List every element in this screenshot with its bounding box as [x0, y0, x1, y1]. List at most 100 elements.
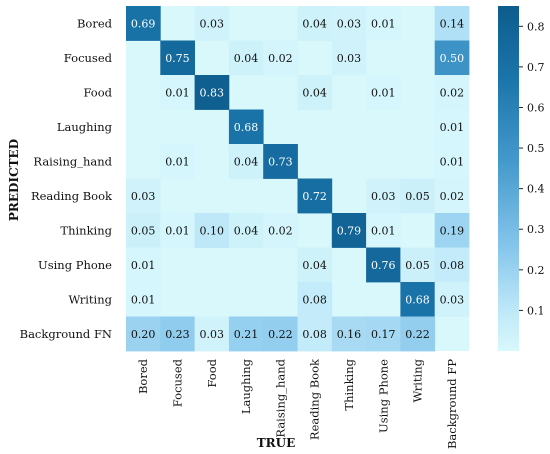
- heatmap-cell-labels: 0.69 0.03 0.04 0.03 0.01 0.14 0.75 0.04 0.02 0.03…: [131, 17, 464, 341]
- heatmap-cell: [331, 316, 367, 352]
- heatmap-cell: [434, 282, 470, 317]
- colorbar-tick-label: 0.7: [527, 61, 545, 74]
- heatmap-cell: [194, 75, 230, 110]
- cell-value-label: 0.04: [302, 259, 327, 272]
- heatmap-cell: [228, 40, 264, 76]
- heatmap-cell: [263, 316, 298, 352]
- cell-value-label: 0.02: [440, 86, 465, 99]
- colorbar-tick-label: 0.4: [527, 183, 545, 196]
- cell-value-label: 0.01: [371, 86, 396, 99]
- y-tick-label: Bored: [77, 16, 113, 30]
- heatmap-cell: [263, 40, 298, 76]
- colorbar-gradient: [498, 6, 519, 351]
- heatmap-cell: [126, 6, 161, 41]
- cell-value-label: 0.75: [165, 52, 190, 65]
- heatmap-cell: [126, 316, 161, 352]
- cell-value-label: 0.73: [268, 155, 293, 168]
- x-tick-label: Reading Book: [308, 358, 322, 440]
- cell-value-label: 0.16: [337, 328, 362, 341]
- heatmap-cell: [263, 213, 298, 248]
- cell-value-label: 0.14: [440, 17, 465, 30]
- cell-value-label: 0.04: [234, 52, 259, 65]
- cell-value-label: 0.68: [234, 121, 259, 134]
- x-tick-label: Food: [205, 358, 219, 387]
- heatmap-cell: [297, 178, 333, 214]
- heatmap-cell: [331, 213, 367, 248]
- cell-value-label: 0.83: [200, 86, 225, 99]
- colorbar: 0.1 0.2 0.3 0.4 0.5 0.6 0.7 0.8: [498, 6, 545, 351]
- heatmap-cell: [297, 75, 333, 110]
- heatmap-cell: [228, 109, 264, 145]
- cell-value-label: 0.04: [302, 86, 327, 99]
- heatmap-cell: [434, 40, 470, 76]
- heatmap-cell: [126, 282, 161, 317]
- cell-value-label: 0.02: [268, 52, 293, 65]
- cell-value-label: 0.01: [440, 155, 465, 168]
- cell-value-label: 0.05: [405, 190, 430, 203]
- colorbar-tick-label: 0.1: [527, 304, 545, 317]
- y-tick-label: Thinking: [60, 223, 112, 237]
- x-tick-label: Writing: [411, 358, 425, 402]
- heatmap-cell: [366, 178, 401, 214]
- x-tick-label: Bored: [136, 358, 150, 394]
- cell-value-label: 0.22: [268, 328, 293, 341]
- heatmap-cell: [366, 6, 401, 41]
- colorbar-tick-label: 0.8: [527, 20, 545, 33]
- cell-value-label: 0.76: [371, 259, 396, 272]
- cell-value-label: 0.04: [234, 224, 259, 237]
- heatmap-cell: [434, 144, 470, 179]
- colorbar-tick-label: 0.5: [527, 142, 545, 155]
- cell-value-label: 0.08: [440, 259, 465, 272]
- heatmap-cell: [126, 178, 161, 214]
- heatmap-cell: [126, 247, 161, 283]
- heatmap-cell: [434, 247, 470, 283]
- cell-value-label: 0.02: [440, 190, 465, 203]
- heatmap-cell: [160, 316, 195, 352]
- cell-value-label: 0.22: [405, 328, 430, 341]
- cell-value-label: 0.03: [440, 293, 465, 306]
- heatmap-cell: [160, 213, 195, 248]
- cell-value-label: 0.01: [131, 259, 156, 272]
- y-tick-label: Writing: [68, 292, 112, 306]
- x-tick-label: Focused: [170, 358, 184, 407]
- colorbar-tick-label: 0.6: [527, 101, 545, 114]
- heatmap-cell: [297, 247, 333, 283]
- heatmap-cell: [366, 247, 401, 283]
- cell-value-label: 0.72: [302, 190, 327, 203]
- y-axis-title: PREDICTED: [7, 139, 21, 221]
- cell-value-label: 0.05: [405, 259, 430, 272]
- cell-value-label: 0.03: [337, 17, 362, 30]
- x-tick-label: Using Phone: [376, 359, 390, 433]
- x-tick-label: Raising_hand: [273, 358, 287, 437]
- heatmap-cell: [228, 213, 264, 248]
- heatmap-cell: [366, 213, 401, 248]
- y-tick-label: Laughing: [57, 120, 113, 134]
- cell-value-label: 0.01: [131, 293, 156, 306]
- heatmap-cell: [194, 6, 230, 41]
- heatmap-cell: [297, 6, 333, 41]
- cell-value-label: 0.21: [234, 328, 259, 341]
- cell-value-label: 0.10: [200, 224, 225, 237]
- x-tick-label: Thinking: [342, 358, 356, 410]
- heatmap-cell: [263, 144, 298, 179]
- heatmap-cell: [126, 213, 161, 248]
- cell-value-label: 0.03: [337, 52, 362, 65]
- x-tick-label: Laughing: [239, 358, 253, 414]
- cell-value-label: 0.19: [440, 224, 465, 237]
- heatmap-cell: [400, 316, 436, 352]
- cell-value-label: 0.68: [405, 293, 430, 306]
- heatmap-cell: [297, 282, 333, 317]
- cell-value-label: 0.01: [371, 224, 396, 237]
- x-tick-label: Background FP: [445, 359, 459, 449]
- heatmap-cell: [434, 213, 470, 248]
- cell-value-label: 0.79: [337, 224, 362, 237]
- y-tick-label: Background FN: [20, 327, 112, 341]
- heatmap-cell: [434, 75, 470, 110]
- cell-value-label: 0.01: [165, 86, 190, 99]
- cell-value-label: 0.01: [165, 155, 190, 168]
- colorbar-tick-label: 0.2: [527, 264, 545, 277]
- cell-value-label: 0.08: [302, 328, 327, 341]
- cell-value-label: 0.17: [371, 328, 396, 341]
- x-tick-labels: Bored Focused Food Laughing Raising_hand Read…: [136, 358, 459, 449]
